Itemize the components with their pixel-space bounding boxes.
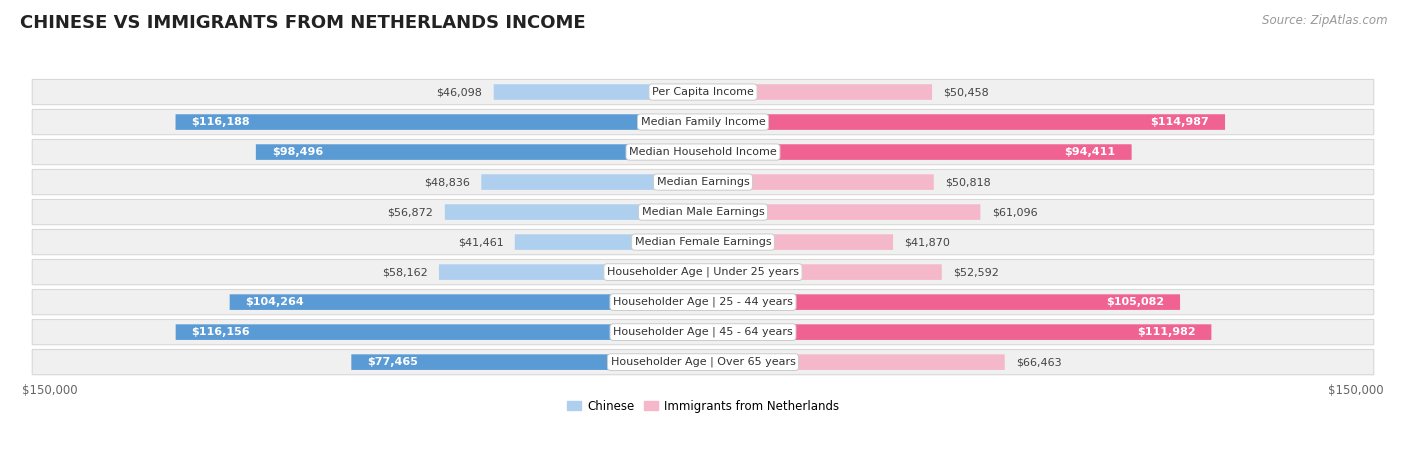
Text: CHINESE VS IMMIGRANTS FROM NETHERLANDS INCOME: CHINESE VS IMMIGRANTS FROM NETHERLANDS I… [20, 14, 585, 32]
Text: $52,592: $52,592 [953, 267, 1000, 277]
Text: Householder Age | 45 - 64 years: Householder Age | 45 - 64 years [613, 327, 793, 337]
FancyBboxPatch shape [256, 144, 703, 160]
Text: $150,000: $150,000 [1329, 384, 1384, 397]
FancyBboxPatch shape [703, 174, 934, 190]
FancyBboxPatch shape [32, 170, 1374, 195]
FancyBboxPatch shape [32, 79, 1374, 105]
Text: Median Male Earnings: Median Male Earnings [641, 207, 765, 217]
FancyBboxPatch shape [703, 84, 932, 100]
FancyBboxPatch shape [32, 140, 1374, 165]
Text: Per Capita Income: Per Capita Income [652, 87, 754, 97]
FancyBboxPatch shape [176, 324, 703, 340]
Text: $104,264: $104,264 [246, 297, 304, 307]
FancyBboxPatch shape [703, 114, 1225, 130]
Text: Median Earnings: Median Earnings [657, 177, 749, 187]
Text: $41,870: $41,870 [904, 237, 950, 247]
Text: $66,463: $66,463 [1017, 357, 1062, 367]
Text: $50,818: $50,818 [945, 177, 991, 187]
Text: $111,982: $111,982 [1137, 327, 1195, 337]
FancyBboxPatch shape [703, 264, 942, 280]
FancyBboxPatch shape [703, 144, 1132, 160]
FancyBboxPatch shape [703, 354, 1005, 370]
Text: Source: ZipAtlas.com: Source: ZipAtlas.com [1263, 14, 1388, 27]
FancyBboxPatch shape [439, 264, 703, 280]
FancyBboxPatch shape [32, 319, 1374, 345]
FancyBboxPatch shape [32, 229, 1374, 255]
FancyBboxPatch shape [481, 174, 703, 190]
FancyBboxPatch shape [32, 199, 1374, 225]
FancyBboxPatch shape [229, 294, 703, 310]
FancyBboxPatch shape [494, 84, 703, 100]
Text: $58,162: $58,162 [382, 267, 427, 277]
FancyBboxPatch shape [176, 114, 703, 130]
FancyBboxPatch shape [32, 290, 1374, 315]
Text: $98,496: $98,496 [271, 147, 323, 157]
Legend: Chinese, Immigrants from Netherlands: Chinese, Immigrants from Netherlands [562, 396, 844, 418]
Text: $114,987: $114,987 [1150, 117, 1209, 127]
FancyBboxPatch shape [515, 234, 703, 250]
FancyBboxPatch shape [703, 204, 980, 220]
FancyBboxPatch shape [703, 294, 1180, 310]
Text: Householder Age | Over 65 years: Householder Age | Over 65 years [610, 357, 796, 368]
Text: $150,000: $150,000 [22, 384, 77, 397]
Text: $116,188: $116,188 [191, 117, 250, 127]
FancyBboxPatch shape [703, 234, 893, 250]
FancyBboxPatch shape [32, 109, 1374, 134]
FancyBboxPatch shape [352, 354, 703, 370]
Text: $50,458: $50,458 [943, 87, 990, 97]
FancyBboxPatch shape [703, 324, 1212, 340]
FancyBboxPatch shape [444, 204, 703, 220]
Text: $94,411: $94,411 [1064, 147, 1116, 157]
Text: $48,836: $48,836 [425, 177, 470, 187]
Text: $105,082: $105,082 [1107, 297, 1164, 307]
FancyBboxPatch shape [32, 260, 1374, 285]
Text: $46,098: $46,098 [436, 87, 482, 97]
Text: $77,465: $77,465 [367, 357, 418, 367]
FancyBboxPatch shape [32, 349, 1374, 375]
Text: Median Household Income: Median Household Income [628, 147, 778, 157]
Text: Median Female Earnings: Median Female Earnings [634, 237, 772, 247]
Text: $61,096: $61,096 [991, 207, 1038, 217]
Text: Householder Age | Under 25 years: Householder Age | Under 25 years [607, 267, 799, 277]
Text: Median Family Income: Median Family Income [641, 117, 765, 127]
Text: Householder Age | 25 - 44 years: Householder Age | 25 - 44 years [613, 297, 793, 307]
Text: $116,156: $116,156 [191, 327, 250, 337]
Text: $41,461: $41,461 [458, 237, 503, 247]
Text: $56,872: $56,872 [388, 207, 433, 217]
